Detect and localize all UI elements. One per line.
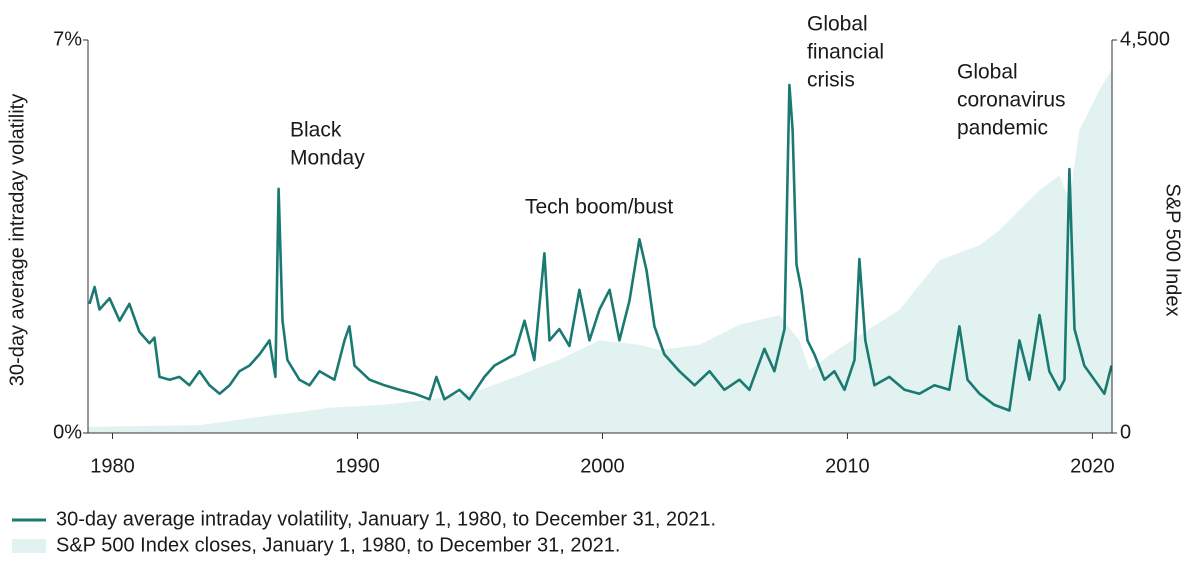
y-tick-label: 0%: [53, 421, 82, 443]
x-tick-label: 1990: [335, 455, 380, 477]
annotation: Monday: [290, 147, 365, 170]
annotation: pandemic: [957, 117, 1048, 140]
annotation: Global: [957, 61, 1018, 84]
x-tick-label: 2020: [1070, 455, 1115, 477]
x-tick-label: 2010: [825, 455, 870, 477]
y-axis-label: 30-day average intraday volatility: [6, 94, 28, 386]
x-tick-label: 2000: [580, 455, 625, 477]
y2-tick-label: 4,500: [1120, 28, 1170, 50]
line: [88, 83, 1113, 412]
x-tick-label: 1980: [90, 455, 135, 477]
annotation: Tech boom/bust: [525, 196, 673, 219]
annotation: Global: [807, 13, 868, 36]
legend-swatch: [12, 539, 46, 553]
y-tick-label: 7%: [53, 28, 82, 50]
legend-label: S&P 500 Index closes, January 1, 1980, t…: [56, 534, 620, 556]
annotation: coronavirus: [957, 89, 1066, 112]
annotation: financial: [807, 41, 884, 64]
legend-label: 30-day average intraday volatility, Janu…: [56, 508, 716, 530]
y2-tick-label: 0: [1120, 421, 1131, 443]
annotation: crisis: [807, 69, 855, 92]
y2-axis-label: S&P 500 Index: [1162, 183, 1184, 316]
annotation: Black: [290, 119, 342, 142]
